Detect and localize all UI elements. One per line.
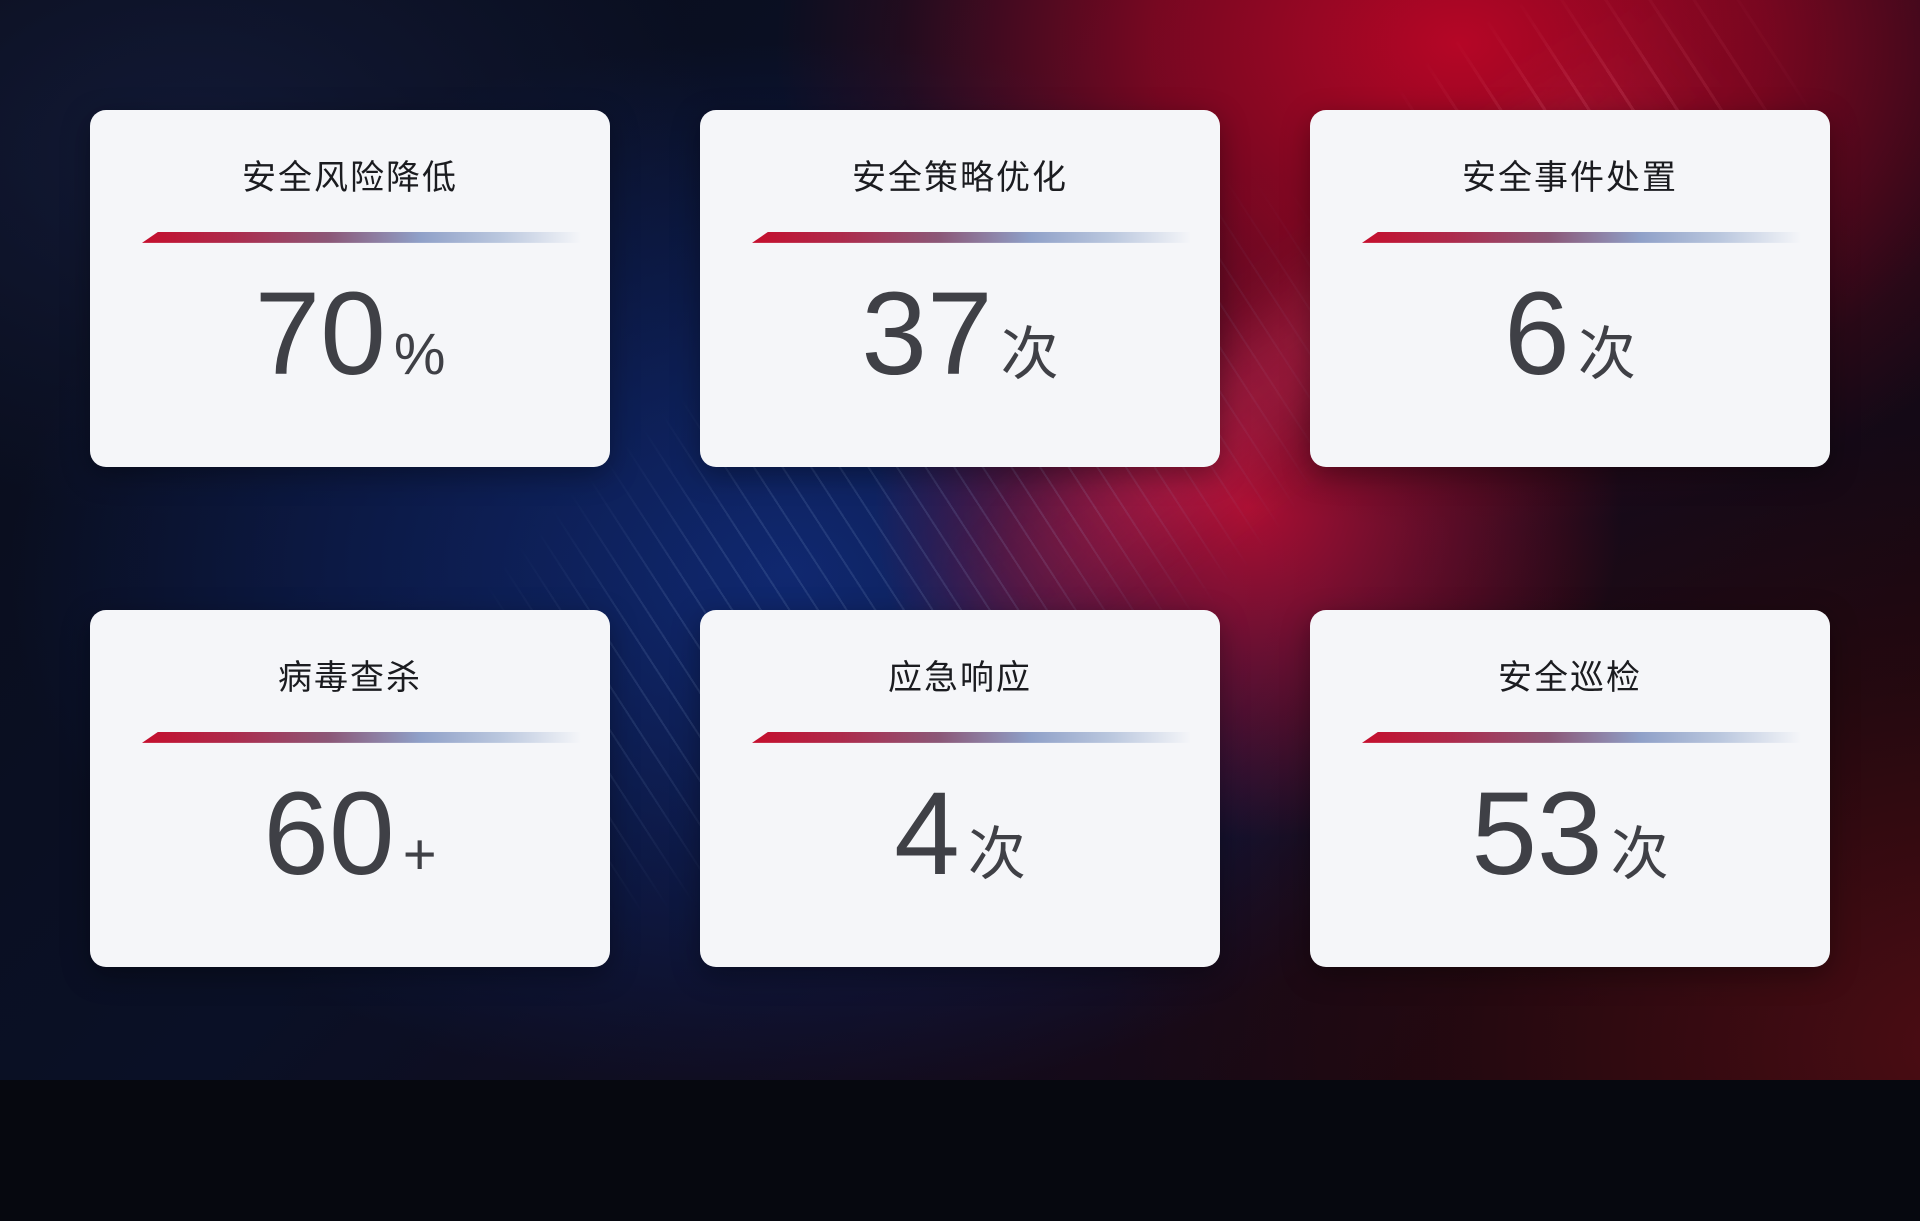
stat-unit: 次 [967, 821, 1026, 887]
stat-card-security-incident-handling: 安全事件处置 6 次 [1310, 110, 1830, 467]
stat-value: 53 [1471, 767, 1603, 900]
stat-value: 6 [1504, 267, 1570, 400]
gradient-divider [752, 731, 1200, 743]
card-title: 应急响应 [888, 659, 1032, 697]
gradient-divider [142, 231, 590, 243]
stat-unit: 次 [1000, 321, 1059, 387]
card-title: 安全风险降低 [242, 159, 458, 197]
stat-unit: + [402, 821, 437, 887]
stat-card-emergency-response: 应急响应 4 次 [700, 610, 1220, 967]
stat-value-row: 60 + [263, 775, 436, 893]
stat-card-security-inspection: 安全巡检 53 次 [1310, 610, 1830, 967]
gradient-divider [142, 731, 590, 743]
card-title: 安全策略优化 [852, 159, 1068, 197]
gradient-divider [1362, 731, 1810, 743]
stat-unit: 次 [1577, 321, 1636, 387]
stat-value-row: 4 次 [894, 775, 1026, 893]
stat-value-row: 6 次 [1504, 275, 1636, 393]
stat-value-row: 37 次 [861, 275, 1058, 393]
stat-card-grid: 安全风险降低 70 % 安全策略优化 37 次 安全事件处置 6 次 病毒查杀 … [90, 110, 1830, 967]
stat-value-row: 70 % [255, 275, 446, 393]
stat-card-security-policy-optimization: 安全策略优化 37 次 [700, 110, 1220, 467]
stat-card-virus-scan: 病毒查杀 60 + [90, 610, 610, 967]
card-title: 安全巡检 [1498, 659, 1642, 697]
gradient-divider [752, 231, 1200, 243]
stat-unit: % [393, 321, 446, 387]
stat-value-row: 53 次 [1471, 775, 1668, 893]
gradient-divider [1362, 231, 1810, 243]
stat-value: 60 [263, 767, 395, 900]
stat-value: 70 [254, 267, 386, 400]
card-title: 安全事件处置 [1462, 159, 1678, 197]
stat-value: 4 [894, 767, 960, 900]
stat-card-security-risk-reduction: 安全风险降低 70 % [90, 110, 610, 467]
stat-value: 37 [861, 267, 993, 400]
card-title: 病毒查杀 [278, 659, 422, 697]
stat-unit: 次 [1610, 821, 1669, 887]
